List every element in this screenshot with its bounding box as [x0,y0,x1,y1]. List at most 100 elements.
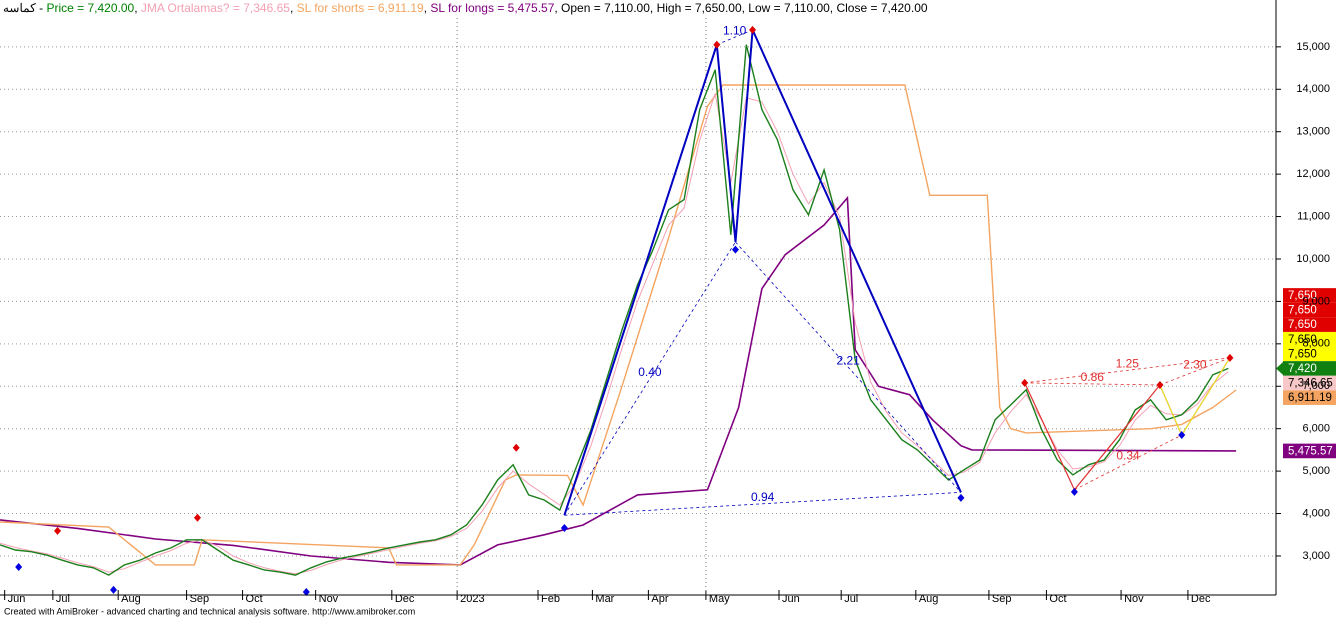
ratio-line [1159,357,1231,386]
header-part: , [134,1,141,15]
signal-diamond [110,585,118,594]
header-part: کماسه - [3,1,46,15]
signal-diamond [302,588,310,597]
y-tick-label: 5,000 [1302,465,1330,477]
series-line [0,195,1237,566]
y-tick-label: 15,000 [1296,41,1330,53]
header: کماسه - Price = 7,420.00, JMA Ortalamas?… [3,1,928,15]
signal-diamond [512,443,520,452]
ratio-label: 0.94 [751,490,775,504]
price-tag [1283,302,1336,318]
signal-diamond [957,493,965,502]
x-tick-label: Jun [8,593,26,605]
header-part: , [424,1,431,15]
price-tag-label: 6,911.19 [1288,392,1332,404]
price-tag [1283,317,1336,332]
ratio-label: 2.21 [837,353,861,367]
x-tick-label: Feb [541,593,560,605]
header-part: , Open = 7,110.00, High = 7,650.00, Low … [554,1,927,15]
x-tick-label: Mar [595,593,614,605]
series-line [0,44,1229,576]
price-tag-label: 7,346.65 [1288,378,1333,390]
x-tick-label: Jul [844,593,858,605]
y-tick-label: 13,000 [1296,126,1330,138]
ratio-label: 2.30 [1183,358,1207,372]
signal-diamond [1178,431,1186,440]
x-tick-label: Aug [121,593,141,605]
x-tick-label: May [709,593,730,605]
x-tick-label: 2023 [460,593,484,605]
signal-diamond [1070,487,1078,496]
marks-layer: 0.40 2.21 0.94 1.10 1.25 0.86 0.34 2.30 [15,23,1234,597]
signal-diamond [560,523,568,532]
x-tick-label: Jul [56,593,70,605]
price-tag-arrow [1276,361,1284,376]
price-tag-label: 7,650 [1288,305,1317,317]
signal-diamond [1226,353,1234,362]
x-tick-label: Sep [190,593,210,605]
price-tag [1283,443,1336,459]
y-tick-label: 3,000 [1302,550,1330,562]
x-tick-label: Apr [651,593,668,605]
header-part: SL for shorts = 6,911.19 [297,1,424,15]
signal-diamond [193,513,201,522]
ratio-line [1074,434,1182,491]
price-tag [1283,346,1336,362]
header-part: SL for longs = 5,475.57 [430,1,554,15]
ratio-line [735,241,962,493]
y-tick-label: 10,000 [1296,253,1330,265]
signal-diamond [54,526,62,535]
series-line [0,84,1237,566]
y-tick-label: 4,000 [1302,507,1330,519]
x-tick-label: Nov [319,593,339,605]
x-tick-label: Aug [919,593,939,605]
y-tick-label: 7,000 [1302,380,1330,392]
price-tag [1283,331,1336,347]
ratio-line [564,491,961,516]
y-tick-label: 8,000 [1302,338,1330,350]
y-tick-label: 14,000 [1296,83,1330,95]
ratio-line [1024,382,1160,386]
ratio-label: 1.25 [1116,357,1140,371]
footer: Created with AmiBroker - advanced charti… [4,606,415,616]
signal-diamond [1021,378,1029,387]
signal-diamond [749,25,757,34]
price-tag [1283,288,1336,303]
signal-diamond [15,562,23,571]
ratio-line [1024,357,1230,384]
price-tag [1283,390,1336,405]
ratio-label: 0.40 [638,365,662,379]
header-part: Price = 7,420.00 [46,1,134,15]
header-part: , [290,1,297,15]
y-tick-label: 6,000 [1302,423,1330,435]
ratio-label: 1.10 [723,23,747,37]
ratio-label: 0.34 [1116,449,1140,463]
series-layer [0,44,1237,576]
price-tag [1283,361,1336,376]
signal-diamond [713,40,721,49]
price-tag [1283,375,1336,391]
price-tag-label: 7,420 [1288,363,1317,375]
x-tick-label: Dec [395,593,415,605]
x-tick-label: Sep [992,593,1012,605]
header-part: JMA Ortalamas? = 7,346.65 [141,1,290,15]
y-tick-label: 12,000 [1296,168,1330,180]
y-tick-label: 11,000 [1297,210,1330,222]
x-tick-label: Nov [1124,593,1144,605]
signal-diamond [731,245,739,254]
x-tick-label: Oct [1049,593,1066,605]
price-tag-label: 7,650 [1288,334,1317,346]
y-tick-label: 9,000 [1302,295,1330,307]
ratio-label: 0.86 [1081,370,1105,384]
signal-diamond [1156,380,1164,389]
ratio-line [716,29,753,46]
x-tick-label: Oct [246,593,263,605]
x-tick-label: Dec [1191,593,1211,605]
price-tag-label: 5,475.57 [1288,445,1333,457]
x-tick-label: Jun [782,593,800,605]
price-tag-label: 7,650 [1288,290,1317,302]
price-tag-label: 7,650 [1288,348,1317,360]
price-tags: 7,650 7,650 7,650 7,650 7,650 7,420 7,346.65 6,… [1276,288,1336,459]
